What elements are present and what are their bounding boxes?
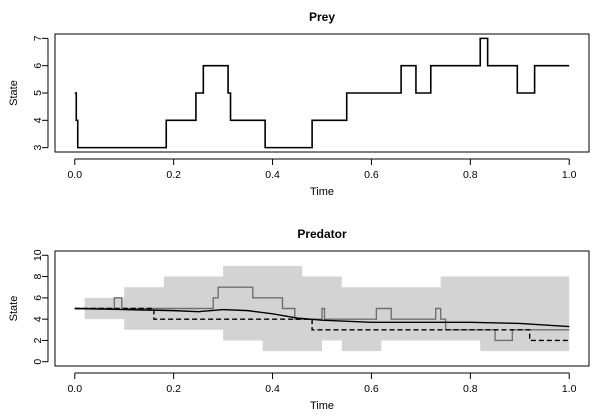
prey-series-line-0 [74,37,570,149]
prey-y-tick-label: 4 [32,117,44,123]
predator-y-tick-label: 6 [32,295,44,301]
prey-y-axis-label: State [8,80,20,106]
prey-x-tick-label: 0.8 [463,169,478,181]
predator-y-tick-label: 0 [32,359,44,365]
predator-chart-title: Predator [297,227,347,241]
predator-x-tick-label: 0.2 [166,383,181,395]
predator-y-tick-label: 4 [32,316,44,322]
predator-y-tick-label: 10 [32,249,44,261]
prey-x-tick-label: 1.0 [562,169,577,181]
predator-x-axis-label: Time [310,400,334,412]
predator-y-tick-label: 8 [32,273,44,279]
prey-y-tick-label: 5 [32,90,44,96]
prey-x-tick-label: 0.4 [265,169,280,181]
predator-series-line-2 [74,307,570,342]
prey-x-tick-label: 0.0 [67,169,82,181]
prey-y-tick-label: 3 [32,145,44,151]
prey-y-tick-label: 6 [32,63,44,69]
prey-x-tick-label: 0.2 [166,169,181,181]
predator-series-line-1 [74,307,570,328]
predator-x-tick-label: 0.6 [364,383,379,395]
prey-panel: Prey 0.0 0.2 0.4 0.6 0.8 1.0 Time 3 4 5 6 7 State [8,10,590,198]
prey-chart-title: Prey [309,10,335,24]
prey-x-axis-label: Time [310,186,334,198]
predator-y-axis-label: State [8,296,20,322]
prey-x-tick-label: 0.6 [364,169,379,181]
predator-x-tick-label: 0.0 [67,383,82,395]
predator-panel: Predator 0.0 0.2 0.4 0.6 0.8 1.0 Time 0 2 4 6 8 10 Sta… [8,227,590,412]
prey-y-tick-label: 7 [32,35,44,41]
predator-x-tick-label: 0.8 [463,383,478,395]
predator-x-tick-label: 1.0 [562,383,577,395]
prey-plot-frame [54,33,590,153]
predator-y-tick-label: 2 [32,337,44,343]
predator-plot-frame [54,250,590,367]
predator-x-tick-label: 0.4 [265,383,280,395]
